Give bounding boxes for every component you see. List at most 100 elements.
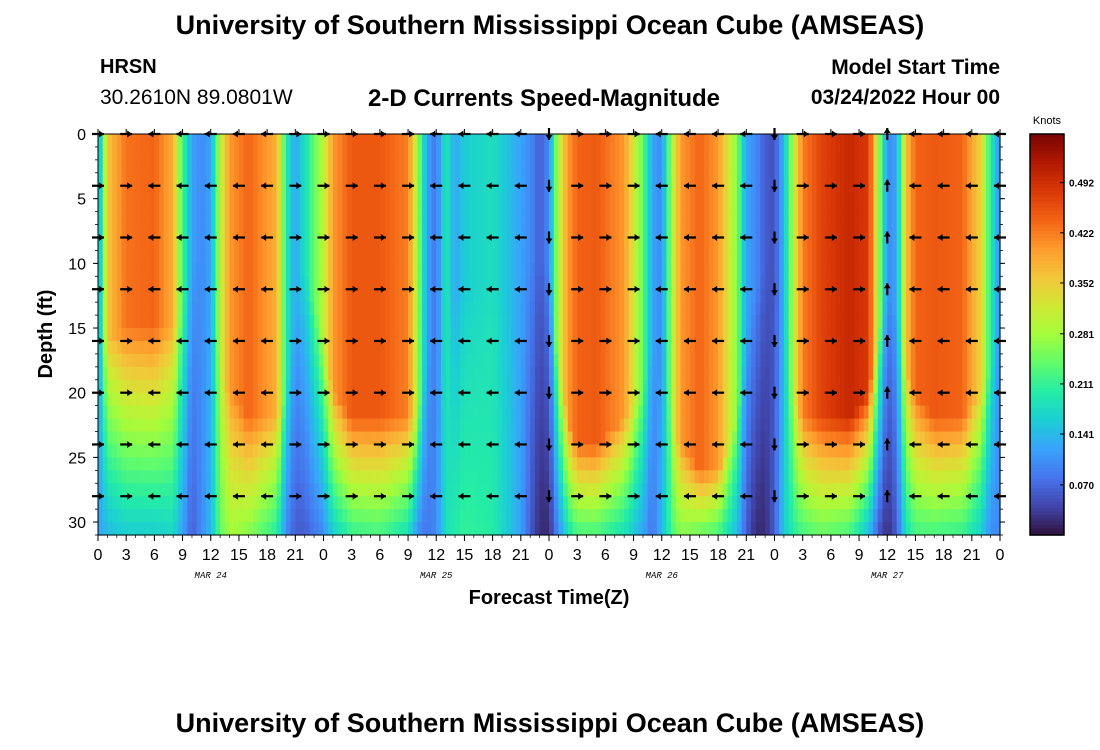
heatmap-cell bbox=[666, 483, 672, 497]
heatmap-cell bbox=[788, 418, 794, 433]
heatmap-cell bbox=[206, 444, 212, 458]
heatmap-cell bbox=[736, 172, 743, 187]
heatmap-cell bbox=[210, 392, 217, 407]
heatmap-cell bbox=[116, 146, 123, 161]
heatmap-cell bbox=[478, 340, 484, 355]
heatmap-cell bbox=[455, 405, 461, 420]
heatmap-cell bbox=[840, 302, 846, 316]
heatmap-cell bbox=[666, 392, 672, 407]
heatmap-cell bbox=[549, 470, 555, 484]
heatmap-cell bbox=[563, 237, 569, 252]
heatmap-cell bbox=[206, 185, 212, 200]
heatmap-cell bbox=[642, 250, 649, 264]
heatmap-cell bbox=[177, 379, 184, 394]
heatmap-cell bbox=[647, 340, 653, 355]
heatmap-cell bbox=[704, 198, 710, 213]
heatmap-cell bbox=[595, 509, 602, 523]
heatmap-cell bbox=[356, 198, 362, 213]
heatmap-cell bbox=[610, 457, 616, 471]
heatmap-cell bbox=[661, 444, 668, 458]
heatmap-cell bbox=[149, 315, 155, 329]
heatmap-cell bbox=[177, 431, 184, 446]
heatmap-cell bbox=[718, 159, 724, 174]
heatmap-cell bbox=[300, 392, 306, 407]
heatmap-cell bbox=[638, 379, 644, 394]
heatmap-cell bbox=[328, 470, 334, 484]
heatmap-cell bbox=[830, 470, 837, 484]
heatmap-cell bbox=[704, 250, 710, 264]
heatmap-cell bbox=[487, 315, 494, 329]
heatmap-cell bbox=[567, 198, 574, 213]
heatmap-cell bbox=[816, 211, 823, 226]
heatmap-cell bbox=[567, 289, 574, 303]
heatmap-cell bbox=[159, 276, 165, 290]
heatmap-cell bbox=[398, 340, 404, 355]
heatmap-cell bbox=[755, 263, 762, 277]
heatmap-cell bbox=[135, 457, 141, 471]
heatmap-cell bbox=[290, 405, 296, 420]
heatmap-cell bbox=[389, 263, 395, 277]
heatmap-cell bbox=[304, 431, 311, 446]
heatmap-cell bbox=[412, 289, 419, 303]
heatmap-cell bbox=[591, 198, 597, 213]
heatmap-cell bbox=[384, 224, 390, 239]
heatmap-cell bbox=[229, 392, 235, 407]
heatmap-cell bbox=[572, 405, 578, 420]
heatmap-cell bbox=[215, 250, 221, 264]
heatmap-cell bbox=[351, 172, 357, 187]
heatmap-cell bbox=[206, 237, 212, 252]
heatmap-cell bbox=[149, 302, 155, 316]
heatmap-cell bbox=[177, 134, 184, 148]
heatmap-cell bbox=[572, 276, 578, 290]
heatmap-cell bbox=[220, 250, 226, 264]
heatmap-cell bbox=[793, 522, 799, 536]
heatmap-cell bbox=[384, 457, 390, 471]
heatmap-cell bbox=[689, 392, 696, 407]
heatmap-cell bbox=[431, 302, 437, 316]
heatmap-cell bbox=[577, 470, 583, 484]
heatmap-cell bbox=[614, 522, 621, 536]
heatmap-cell bbox=[351, 185, 357, 200]
heatmap-cell bbox=[610, 224, 616, 239]
heatmap-cell bbox=[379, 509, 386, 523]
heatmap-cell bbox=[520, 366, 527, 381]
heatmap-cell bbox=[732, 146, 738, 161]
heatmap-cell bbox=[332, 198, 339, 213]
heatmap-cell bbox=[159, 198, 165, 213]
heatmap-cell bbox=[323, 483, 329, 497]
heatmap-cell bbox=[591, 250, 597, 264]
heatmap-cell bbox=[516, 483, 522, 497]
heatmap-cell bbox=[314, 302, 320, 316]
heatmap-cell bbox=[647, 418, 653, 433]
heatmap-cell bbox=[783, 379, 790, 394]
heatmap-cell bbox=[177, 263, 184, 277]
heatmap-cell bbox=[196, 470, 202, 484]
heatmap-cell bbox=[295, 185, 301, 200]
heatmap-cell bbox=[511, 224, 517, 239]
heatmap-cell bbox=[375, 289, 381, 303]
heatmap-cell bbox=[154, 185, 160, 200]
heatmap-cell bbox=[102, 198, 108, 213]
heatmap-cell bbox=[398, 379, 404, 394]
heatmap-cell bbox=[248, 340, 254, 355]
heatmap-cell bbox=[295, 509, 301, 523]
heatmap-cell bbox=[187, 302, 193, 316]
heatmap-cell bbox=[821, 263, 827, 277]
heatmap-cell bbox=[624, 509, 630, 523]
heatmap-cell bbox=[600, 405, 606, 420]
heatmap-cell bbox=[530, 172, 536, 187]
heatmap-cell bbox=[478, 509, 484, 523]
heatmap-cell bbox=[257, 159, 264, 174]
heatmap-cell bbox=[332, 483, 339, 497]
heatmap-cell bbox=[549, 457, 555, 471]
heatmap-cell bbox=[755, 379, 762, 394]
heatmap-cell bbox=[713, 353, 719, 368]
heatmap-cell bbox=[713, 172, 719, 187]
heatmap-cell bbox=[699, 522, 705, 536]
heatmap-cell bbox=[285, 250, 292, 264]
heatmap-cell bbox=[732, 237, 738, 252]
heatmap-cell bbox=[323, 250, 329, 264]
heatmap-cell bbox=[708, 444, 715, 458]
heatmap-cell bbox=[765, 276, 771, 290]
heatmap-cell bbox=[797, 146, 804, 161]
